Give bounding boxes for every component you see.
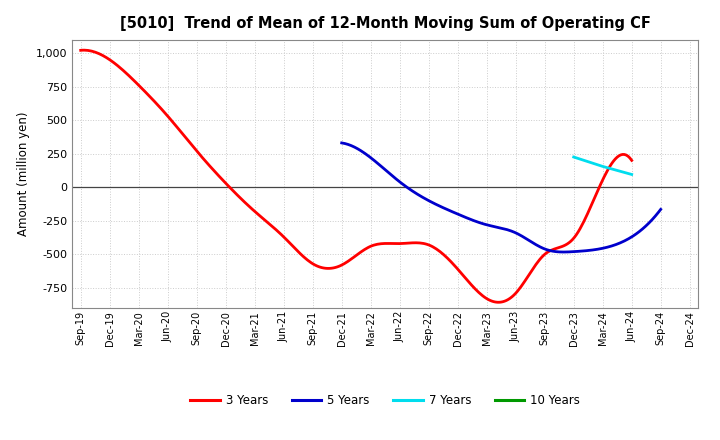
- Y-axis label: Amount (million yen): Amount (million yen): [17, 112, 30, 236]
- Title: [5010]  Trend of Mean of 12-Month Moving Sum of Operating CF: [5010] Trend of Mean of 12-Month Moving …: [120, 16, 651, 32]
- Legend: 3 Years, 5 Years, 7 Years, 10 Years: 3 Years, 5 Years, 7 Years, 10 Years: [186, 389, 585, 411]
